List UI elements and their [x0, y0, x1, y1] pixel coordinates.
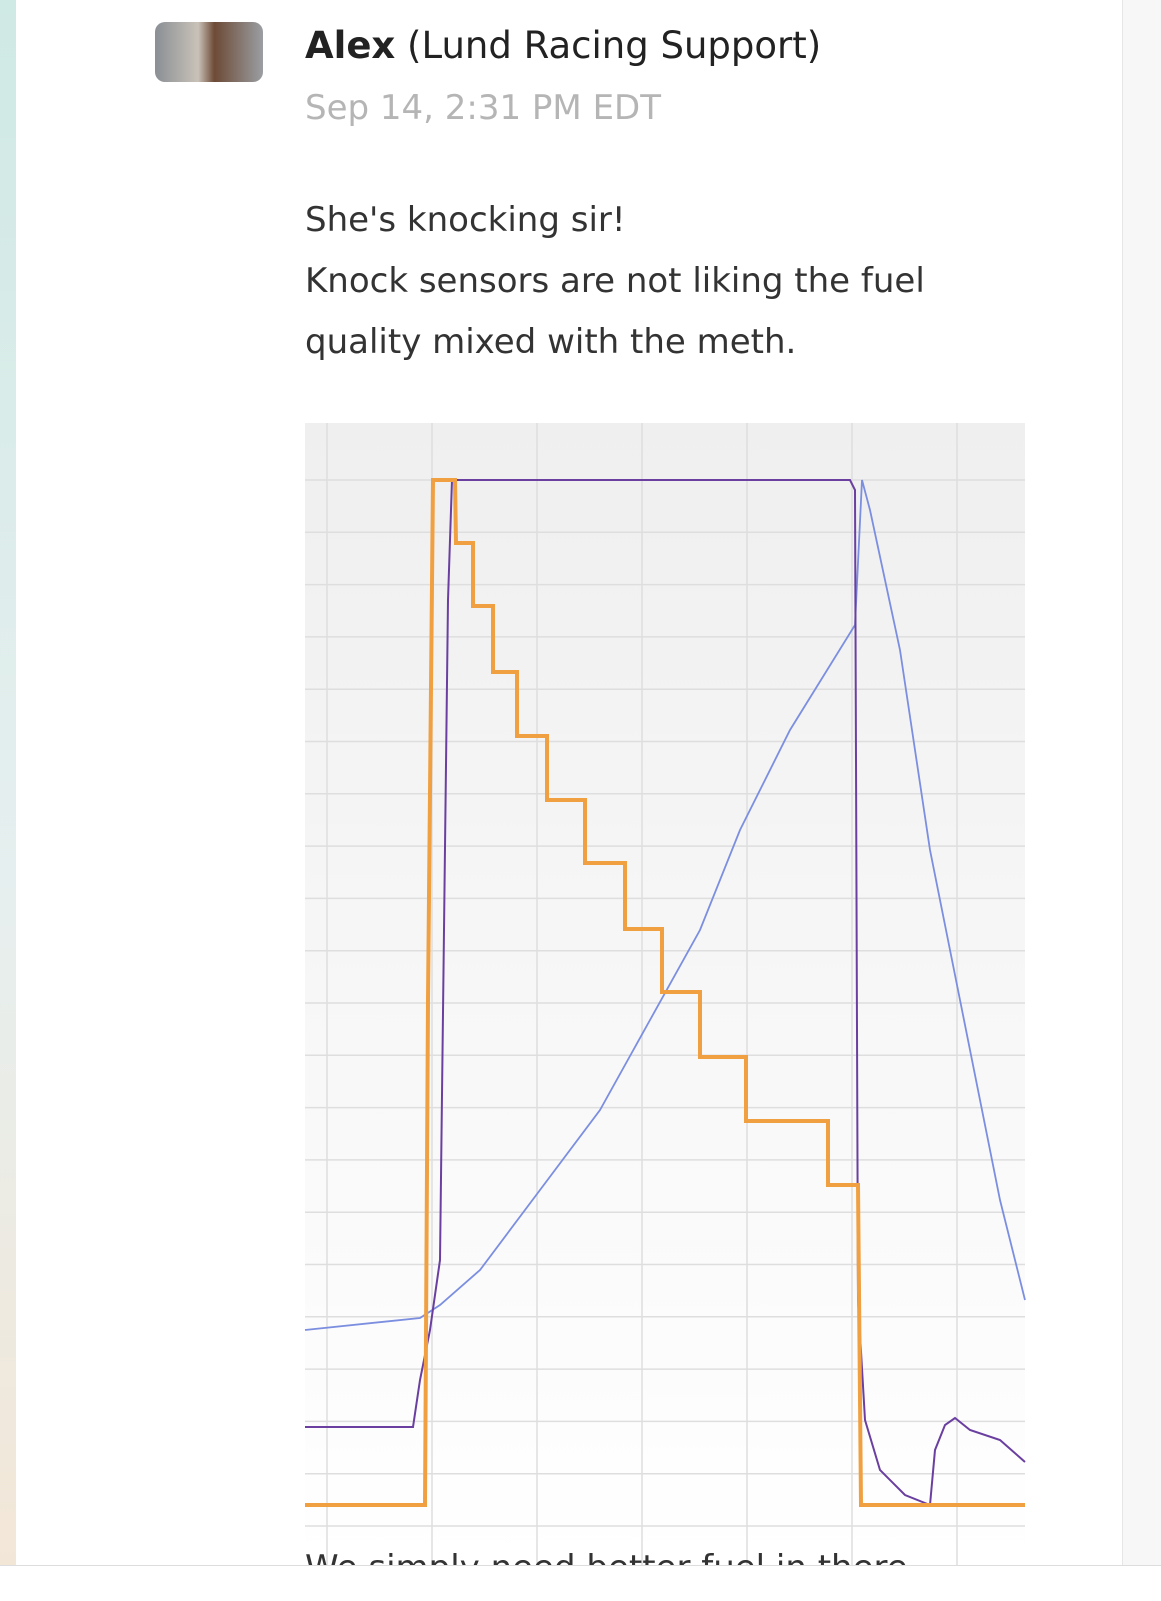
author[interactable]: Alex: [305, 24, 396, 67]
image-background: [305, 423, 1025, 1565]
message-line: She's knocking sir!: [305, 200, 626, 240]
timestamp: Sep 14, 2:31 PM EDT: [305, 88, 662, 128]
scroll-gutter: [1122, 0, 1161, 1600]
message-line: quality mixed with the meth.: [305, 322, 797, 362]
role: (Lund Racing Support): [407, 24, 822, 67]
author-line: Alex (Lund Racing Support): [305, 24, 821, 67]
avatar[interactable]: [155, 22, 263, 82]
image-grid: [305, 423, 1025, 1565]
image-line: [305, 479, 1026, 1507]
bottom-bar: [0, 1565, 1161, 1601]
message-body: She's knocking sir! Knock sensors are no…: [305, 190, 925, 373]
message-line: Knock sensors are not liking the fuel: [305, 261, 925, 301]
image-line: [305, 478, 1025, 1507]
image-line: [304, 479, 1026, 1331]
side-strip: [0, 0, 16, 1600]
